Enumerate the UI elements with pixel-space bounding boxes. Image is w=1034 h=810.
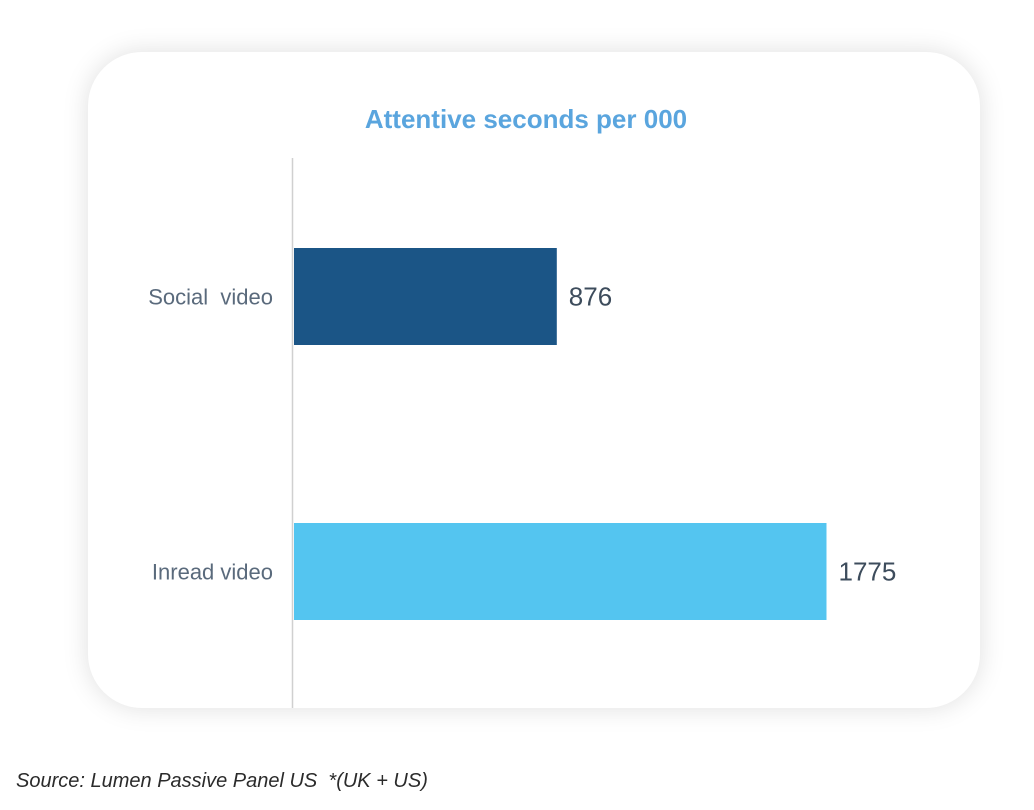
source-text: Source: Lumen Passive Panel US (16, 770, 318, 792)
value-label: 876 (569, 282, 612, 312)
bar-inread-video (294, 523, 827, 620)
bars-layer: Social video 876 Inread video 1775 (148, 248, 896, 620)
scope-note: *(UK + US) (328, 770, 428, 792)
category-label: Social video (148, 285, 273, 310)
source-note: Source: Lumen Passive Panel US *(UK + US… (16, 770, 428, 793)
bar-social-video (294, 248, 557, 345)
category-label: Inread video (152, 560, 273, 585)
value-label: 1775 (839, 557, 897, 587)
chart-title: Attentive seconds per 000 (365, 104, 687, 134)
